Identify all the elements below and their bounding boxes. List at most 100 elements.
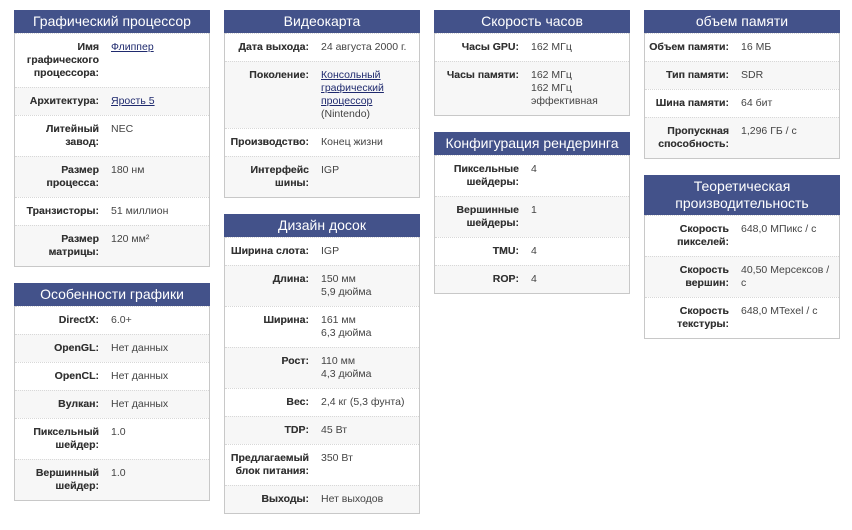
spec-row: Транзисторы: 51 миллион <box>15 197 209 225</box>
spec-row: Часы памяти: 162 МГц 162 МГц эффективная <box>435 61 629 115</box>
spec-value: 6.0+ <box>111 314 209 327</box>
spec-value: Нет данных <box>111 342 209 355</box>
spec-row: Пиксельные шейдеры: 4 <box>435 155 629 196</box>
spec-value-line: 5,9 дюйма <box>321 286 372 298</box>
card-title: Скорость часов <box>434 10 630 33</box>
spec-label: Транзисторы: <box>26 205 99 217</box>
spec-label: Скорость текстуры: <box>677 305 729 330</box>
spec-label: Дата выхода: <box>238 41 310 53</box>
spec-value: NEC <box>111 123 209 149</box>
spec-label: Тип памяти: <box>666 69 729 81</box>
spec-value-line: IGP <box>321 164 340 176</box>
spec-row: Рост: 110 мм 4,3 дюйма <box>225 347 419 388</box>
spec-value: 16 МБ <box>741 41 839 54</box>
spec-row: Ширина слота: IGP <box>225 237 419 265</box>
spec-row: Шина памяти: 64 бит <box>645 89 839 117</box>
card-title: Видеокарта <box>224 10 420 33</box>
spec-label: Ширина: <box>263 314 309 326</box>
spec-link[interactable]: Консольный графический процессор <box>321 69 384 107</box>
spec-link[interactable]: Ярость 5 <box>111 95 155 107</box>
spec-value-line: 51 миллион <box>111 205 169 217</box>
spec-value-line: Флиппер <box>111 41 205 54</box>
spec-row: Поколение: Консольный графический процесс… <box>225 61 419 128</box>
spec-row: Интерфейс шины: IGP <box>225 156 419 197</box>
spec-value: 1.0 <box>111 467 209 493</box>
spec-row: Объем памяти: 16 МБ <box>645 33 839 61</box>
spec-label: Ширина слота: <box>231 245 309 257</box>
spec-row: Вес: 2,4 кг (5,3 фунта) <box>225 388 419 416</box>
spec-row: DirectX: 6.0+ <box>15 306 209 334</box>
spec-card: Дизайн досок Ширина слота: IGP Длина: 150 мм… <box>224 214 420 514</box>
spec-row: Производство: Конец жизни <box>225 128 419 156</box>
spec-value: Ярость 5 <box>111 95 209 108</box>
spec-label: Производство: <box>230 136 309 148</box>
spec-value: 40,50 Мерсексов / с <box>741 264 839 290</box>
spec-value-line: 4 <box>531 245 537 257</box>
spec-card: Скорость часов Часы GPU: 162 МГц Часы памят… <box>434 10 630 116</box>
spec-label: Скорость пикселей: <box>677 223 729 248</box>
card-title: Дизайн досок <box>224 214 420 237</box>
spec-value-line: 1,296 ГБ / с <box>741 125 797 137</box>
spec-value-line: 648,0 МTexel / с <box>741 305 818 317</box>
spec-row: Часы GPU: 162 МГц <box>435 33 629 61</box>
spec-label: ROP: <box>492 273 519 285</box>
spec-label: Выходы: <box>261 493 309 505</box>
spec-label: Вулкан: <box>58 398 99 410</box>
spec-value-line: 350 Вт <box>321 452 353 464</box>
spec-link[interactable]: Флиппер <box>111 41 154 53</box>
spec-value: 1.0 <box>111 426 209 452</box>
spec-value-line: 180 нм <box>111 164 145 176</box>
spec-value: 162 МГц <box>531 41 629 54</box>
spec-label: Имя графического процессора: <box>26 41 99 79</box>
spec-value: SDR <box>741 69 839 82</box>
spec-value-line: Нет выходов <box>321 493 384 505</box>
spec-value-line: 162 МГц эффективная <box>531 82 598 107</box>
spec-value: 110 мм 4,3 дюйма <box>321 355 419 381</box>
spec-label: Вершинный шейдер: <box>35 467 99 492</box>
spec-card: Видеокарта Дата выхода: 24 августа 2000 г.… <box>224 10 420 198</box>
spec-value-line: Ярость 5 <box>111 95 205 108</box>
spec-value: Нет данных <box>111 370 209 383</box>
spec-value-line: 6,3 дюйма <box>321 327 372 339</box>
column: объем памяти Объем памяти: 16 МБ Тип памяти… <box>644 10 840 355</box>
spec-label: Вершинные шейдеры: <box>456 204 519 229</box>
spec-value: Конец жизни <box>321 136 419 149</box>
spec-row: Вершинные шейдеры: 1 <box>435 196 629 237</box>
spec-label: Шина памяти: <box>655 97 729 109</box>
spec-value-line: 161 мм <box>321 314 356 326</box>
spec-value-line: Нет данных <box>111 370 169 382</box>
spec-label: OpenCL: <box>54 370 99 382</box>
spec-value: 350 Вт <box>321 452 419 478</box>
spec-row: Скорость текстуры: 648,0 МTexel / с <box>645 297 839 338</box>
spec-label: Рост: <box>281 355 310 367</box>
spec-row: Длина: 150 мм 5,9 дюйма <box>225 265 419 306</box>
spec-row: Литейный завод: NEC <box>15 115 209 156</box>
spec-label: Пиксельный шейдер: <box>33 426 99 451</box>
card-title: Теоретическая производительность <box>644 175 840 215</box>
spec-value-line: 120 мм² <box>111 233 150 245</box>
spec-value: 45 Вт <box>321 424 419 437</box>
spec-label: OpenGL: <box>54 342 99 354</box>
spec-value-line: 162 МГц <box>531 69 572 81</box>
spec-row: Тип памяти: SDR <box>645 61 839 89</box>
spec-value-line: 64 бит <box>741 97 773 109</box>
spec-value: 4 <box>531 245 629 258</box>
spec-value-line: Нет данных <box>111 398 169 410</box>
spec-value-line: IGP <box>321 245 340 257</box>
spec-row: OpenCL: Нет данных <box>15 362 209 390</box>
spec-value: IGP <box>321 245 419 258</box>
spec-label: Часы GPU: <box>461 41 519 53</box>
spec-value: 4 <box>531 273 629 286</box>
spec-value: Нет выходов <box>321 493 419 506</box>
spec-label: Пиксельные шейдеры: <box>453 163 519 188</box>
spec-value-line: 1.0 <box>111 467 126 479</box>
spec-value: 150 мм 5,9 дюйма <box>321 273 419 299</box>
spec-label: Часы памяти: <box>446 69 519 81</box>
spec-value-line: 40,50 Мерсексов / с <box>741 264 830 289</box>
spec-row: Имя графического процессора: Флиппер <box>15 33 209 87</box>
spec-label: Скорость вершин: <box>679 264 729 289</box>
spec-label: Интерфейс шины: <box>250 164 309 189</box>
spec-value-line: 1.0 <box>111 426 126 438</box>
spec-value: 648,0 МTexel / с <box>741 305 839 331</box>
spec-row: Дата выхода: 24 августа 2000 г. <box>225 33 419 61</box>
